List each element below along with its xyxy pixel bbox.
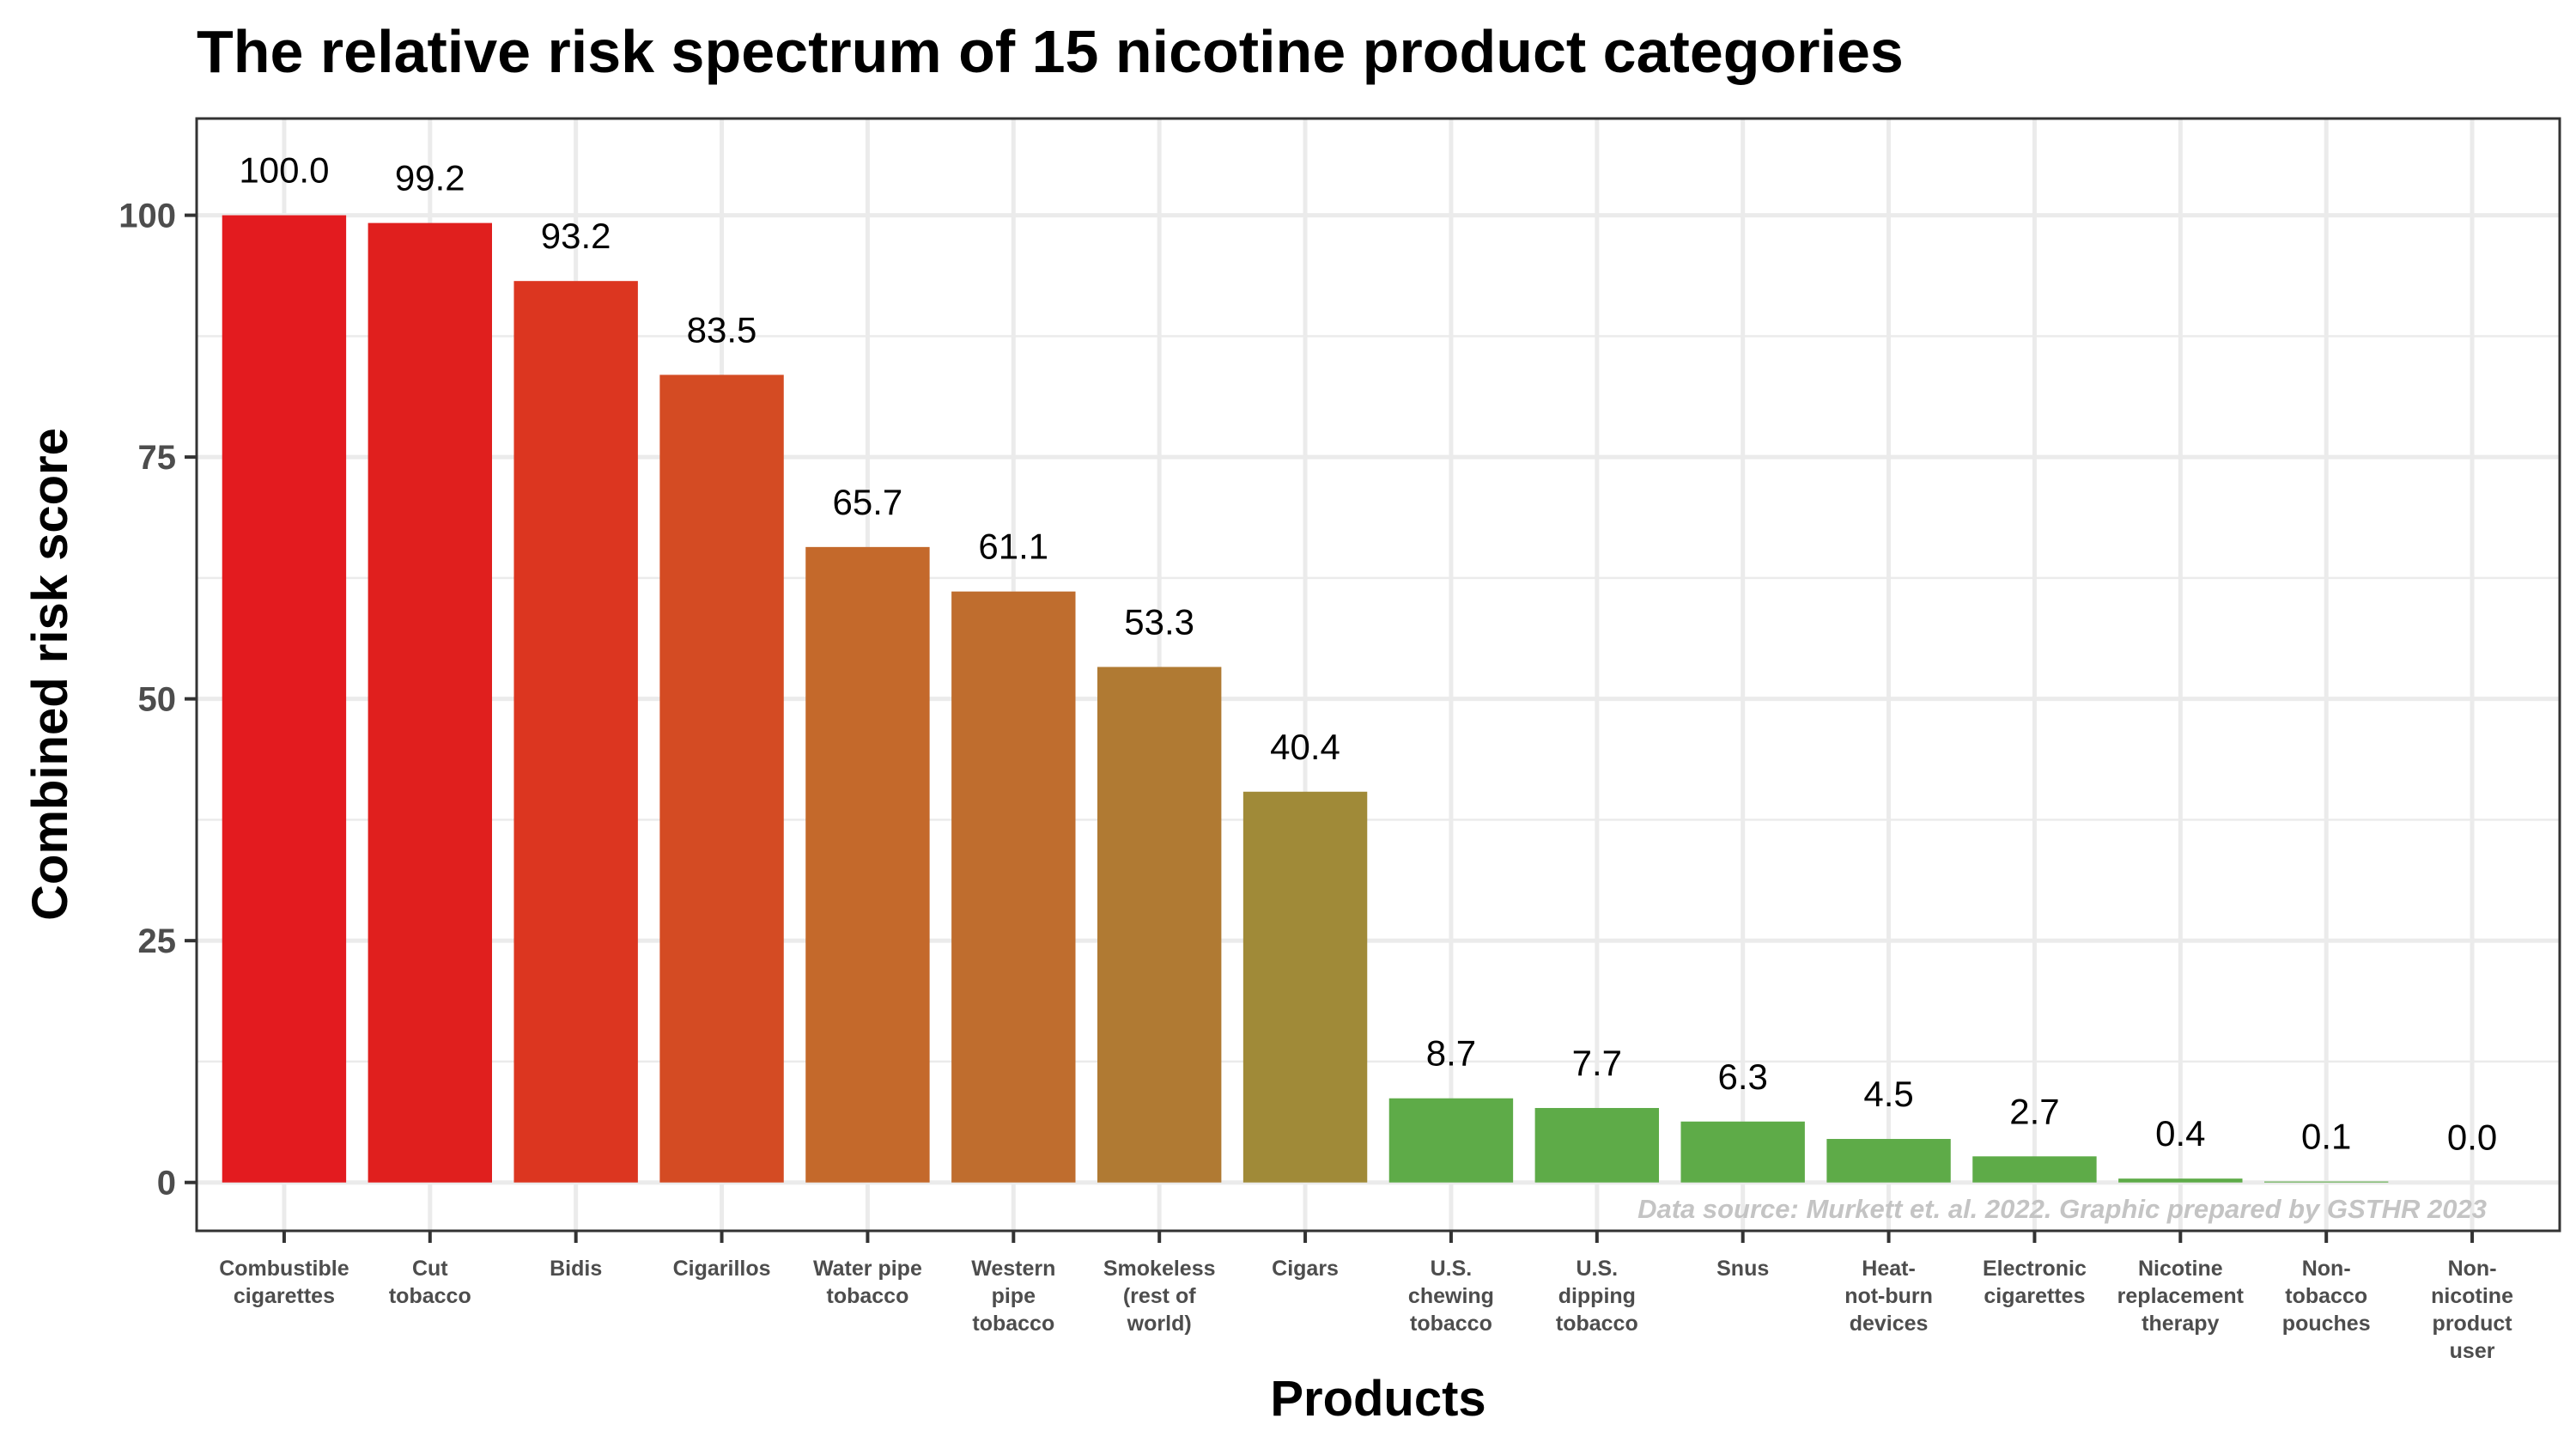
x-tick-label: Cut tobacco bbox=[389, 1257, 471, 1308]
chart-title: The relative risk spectrum of 15 nicotin… bbox=[197, 18, 1904, 85]
value-label: 65.7 bbox=[833, 482, 903, 522]
x-tick-label-line: Electronic bbox=[1983, 1257, 2087, 1281]
x-tick-label-line: U.S. bbox=[1431, 1257, 1473, 1281]
x-tick-label-line: Smokeless bbox=[1103, 1257, 1216, 1281]
x-tick-label: U.S. dipping tobacco bbox=[1556, 1257, 1638, 1336]
y-tick-label: 100 bbox=[118, 198, 176, 235]
x-tick-label-line: Nicotine bbox=[2138, 1257, 2223, 1281]
bar bbox=[1388, 1098, 1514, 1183]
value-label: 0.4 bbox=[2155, 1113, 2205, 1154]
x-tick-label-line: not-burn bbox=[1844, 1284, 1933, 1308]
bar bbox=[513, 281, 638, 1183]
x-axis: Combustible cigarettes Cut tobacco Bidis Ciga… bbox=[219, 1231, 2513, 1363]
x-tick-label-line: Cigars bbox=[1272, 1257, 1339, 1281]
x-tick-label: Snus bbox=[1716, 1257, 1769, 1281]
x-tick-label-line: Cigarillos bbox=[673, 1257, 771, 1281]
value-label: 0.0 bbox=[2447, 1117, 2497, 1158]
x-tick-label-line: Non- bbox=[2302, 1257, 2351, 1281]
x-tick-label-line: user bbox=[2450, 1339, 2495, 1363]
x-tick-label-line: tobacco bbox=[827, 1284, 909, 1308]
x-tick-label-line: tobacco bbox=[389, 1284, 471, 1308]
y-tick-label: 25 bbox=[138, 922, 177, 960]
x-tick-label-line: nicotine bbox=[2431, 1284, 2513, 1308]
panel-border bbox=[195, 117, 2561, 1233]
x-tick-label-line: chewing bbox=[1408, 1284, 1494, 1308]
x-tick-label-line: Non- bbox=[2448, 1257, 2497, 1281]
x-tick-label: Electronic cigarettes bbox=[1983, 1257, 2087, 1308]
value-label: 6.3 bbox=[1717, 1056, 1767, 1097]
bar bbox=[222, 215, 347, 1183]
value-label: 40.4 bbox=[1270, 727, 1340, 767]
x-tick-label-line: Western bbox=[971, 1257, 1055, 1281]
value-label: 8.7 bbox=[1426, 1033, 1476, 1074]
x-tick-label: Western pipe tobacco bbox=[971, 1257, 1055, 1336]
x-tick-label: Combustible cigarettes bbox=[219, 1257, 349, 1308]
x-tick-label-line: therapy bbox=[2142, 1312, 2219, 1336]
x-tick-label: Cigars bbox=[1272, 1257, 1339, 1281]
bars bbox=[222, 215, 2389, 1183]
x-tick-label-line: pouches bbox=[2282, 1312, 2371, 1336]
value-label: 99.2 bbox=[395, 158, 465, 198]
value-label: 93.2 bbox=[541, 216, 611, 256]
value-label: 0.1 bbox=[2301, 1117, 2351, 1157]
x-tick-label-line: cigarettes bbox=[234, 1284, 335, 1308]
caption: Data source: Murkett et. al. 2022. Graph… bbox=[1637, 1194, 2487, 1224]
x-tick-label: Bidis bbox=[550, 1257, 602, 1281]
value-label: 61.1 bbox=[978, 527, 1048, 567]
bar bbox=[1680, 1121, 1805, 1183]
x-tick-label-line: tobacco bbox=[1556, 1312, 1638, 1336]
x-tick-label: U.S. chewing tobacco bbox=[1408, 1257, 1494, 1336]
x-tick-label: Water pipe tobacco bbox=[813, 1257, 922, 1308]
x-tick-label-line: Heat- bbox=[1862, 1257, 1916, 1281]
x-tick-label-line: Snus bbox=[1716, 1257, 1769, 1281]
x-tick-label-line: replacement bbox=[2117, 1284, 2245, 1308]
x-tick-label-line: tobacco bbox=[1410, 1312, 1492, 1336]
x-tick-label-line: world) bbox=[1127, 1312, 1192, 1336]
x-tick-label: Non-nicotine product user bbox=[2431, 1257, 2513, 1363]
y-tick-label: 50 bbox=[138, 681, 177, 719]
value-label: 83.5 bbox=[687, 309, 757, 350]
x-tick-label: Heat-not-burn devices bbox=[1844, 1257, 1933, 1336]
y-axis-title: Combined risk score bbox=[22, 428, 78, 921]
bar bbox=[2118, 1178, 2243, 1183]
bar bbox=[1534, 1107, 1660, 1183]
x-tick-label: Smokeless (rest of world) bbox=[1103, 1257, 1216, 1336]
x-tick-label: Non-tobacco pouches bbox=[2282, 1257, 2371, 1336]
value-label: 53.3 bbox=[1124, 601, 1194, 642]
x-tick-label: Nicotine replacement therapy bbox=[2117, 1257, 2245, 1336]
x-axis-title: Products bbox=[1270, 1371, 1485, 1427]
x-tick-label-line: Water pipe bbox=[813, 1257, 922, 1281]
x-tick-label-line: devices bbox=[1850, 1312, 1929, 1336]
bar bbox=[805, 546, 930, 1183]
x-tick-label: Cigarillos bbox=[673, 1257, 771, 1281]
bar bbox=[951, 591, 1076, 1183]
x-tick-label-line: U.S. bbox=[1577, 1257, 1619, 1281]
x-tick-label-line: Combustible bbox=[219, 1257, 349, 1281]
bar bbox=[1242, 791, 1368, 1183]
bar bbox=[659, 374, 784, 1183]
value-label: 2.7 bbox=[2009, 1091, 2059, 1131]
y-tick-label: 75 bbox=[138, 439, 177, 477]
bar bbox=[1826, 1139, 1951, 1183]
x-tick-label-line: tobacco bbox=[972, 1312, 1054, 1336]
x-tick-label-line: product bbox=[2433, 1312, 2513, 1336]
x-tick-label-line: Bidis bbox=[550, 1257, 602, 1281]
x-tick-label-line: cigarettes bbox=[1984, 1284, 2085, 1308]
value-labels: 100.0 99.2 93.2 83.5 65.7 61.1 53.3 40.4 8.7 7.7 6… bbox=[239, 150, 2497, 1158]
x-tick-label-line: tobacco bbox=[2285, 1284, 2367, 1308]
value-label: 4.5 bbox=[1863, 1074, 1913, 1114]
bar bbox=[1097, 667, 1222, 1183]
x-tick-label-line: Cut bbox=[412, 1257, 448, 1281]
value-label: 7.7 bbox=[1572, 1043, 1622, 1083]
x-tick-label-line: (rest of bbox=[1123, 1284, 1196, 1308]
y-axis: 0 25 50 75 100 bbox=[118, 198, 197, 1202]
bar bbox=[1972, 1156, 2097, 1183]
bar bbox=[368, 222, 492, 1183]
bar bbox=[2264, 1181, 2389, 1183]
value-label: 100.0 bbox=[239, 150, 329, 191]
y-tick-label: 0 bbox=[157, 1165, 176, 1202]
x-tick-label-line: pipe bbox=[992, 1284, 1036, 1308]
x-tick-label-line: dipping bbox=[1558, 1284, 1636, 1308]
